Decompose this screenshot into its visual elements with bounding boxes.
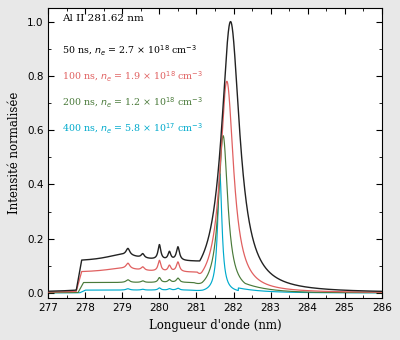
X-axis label: Longueur d'onde (nm): Longueur d'onde (nm) — [149, 319, 281, 332]
Text: 100 ns, $n_e$ = 1.9 × 10$^{18}$ cm$^{-3}$: 100 ns, $n_e$ = 1.9 × 10$^{18}$ cm$^{-3}… — [62, 69, 203, 83]
Y-axis label: Intensité normalisée: Intensité normalisée — [8, 92, 21, 215]
Text: Al II 281.62 nm: Al II 281.62 nm — [62, 14, 143, 23]
Text: 50 ns, $n_e$ = 2.7 × 10$^{18}$ cm$^{-3}$: 50 ns, $n_e$ = 2.7 × 10$^{18}$ cm$^{-3}$ — [62, 43, 197, 57]
Text: 400 ns, $n_e$ = 5.8 × 10$^{17}$ cm$^{-3}$: 400 ns, $n_e$ = 5.8 × 10$^{17}$ cm$^{-3}… — [62, 121, 202, 135]
Text: 200 ns, $n_e$ = 1.2 × 10$^{18}$ cm$^{-3}$: 200 ns, $n_e$ = 1.2 × 10$^{18}$ cm$^{-3}… — [62, 95, 202, 109]
